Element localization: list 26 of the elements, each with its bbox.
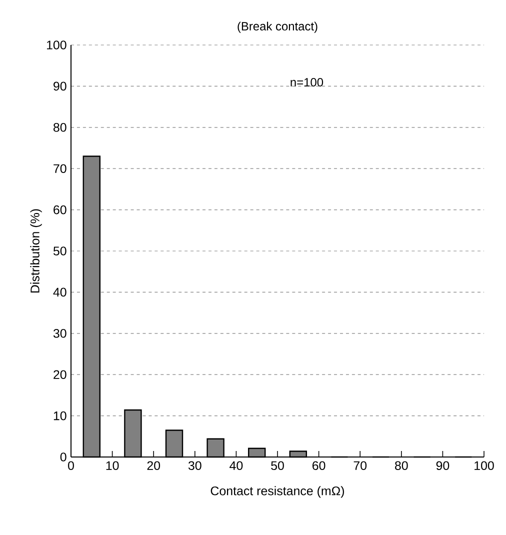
y-axis-title: Distribution (%) <box>30 209 42 293</box>
x-tick-label: 20 <box>147 461 160 470</box>
x-tick-label: 80 <box>395 461 408 470</box>
y-tick-label: 90 <box>54 82 66 91</box>
y-tick-label: 80 <box>54 122 66 132</box>
y-tick-label: 50 <box>53 246 66 256</box>
y-tick-label: 60 <box>54 205 66 214</box>
x-tick-label: 100 <box>474 461 494 470</box>
x-tick-label: 70 <box>354 461 367 470</box>
y-tick-label: 0 <box>60 452 66 462</box>
x-axis-title: Contact resistance (mΩ) <box>210 486 344 498</box>
x-tick-label: 40 <box>230 461 243 470</box>
y-tick-label: 100 <box>46 40 66 50</box>
x-tick-label: 50 <box>271 461 284 470</box>
x-tick-label: 90 <box>436 461 450 470</box>
x-tick-label: 60 <box>312 461 326 470</box>
y-tick-label: 10 <box>54 411 66 420</box>
annotation: n=100 <box>290 78 324 86</box>
y-tick-label: 70 <box>54 164 66 174</box>
x-tick-label: 0 <box>68 461 74 470</box>
x-tick-label: 10 <box>106 461 119 470</box>
chart-title: (Break contact) <box>238 22 318 33</box>
x-tick-label: 30 <box>188 461 202 470</box>
y-tick-label: 20 <box>54 370 66 380</box>
y-tick-label: 40 <box>53 288 66 297</box>
y-tick-label: 30 <box>53 329 66 338</box>
